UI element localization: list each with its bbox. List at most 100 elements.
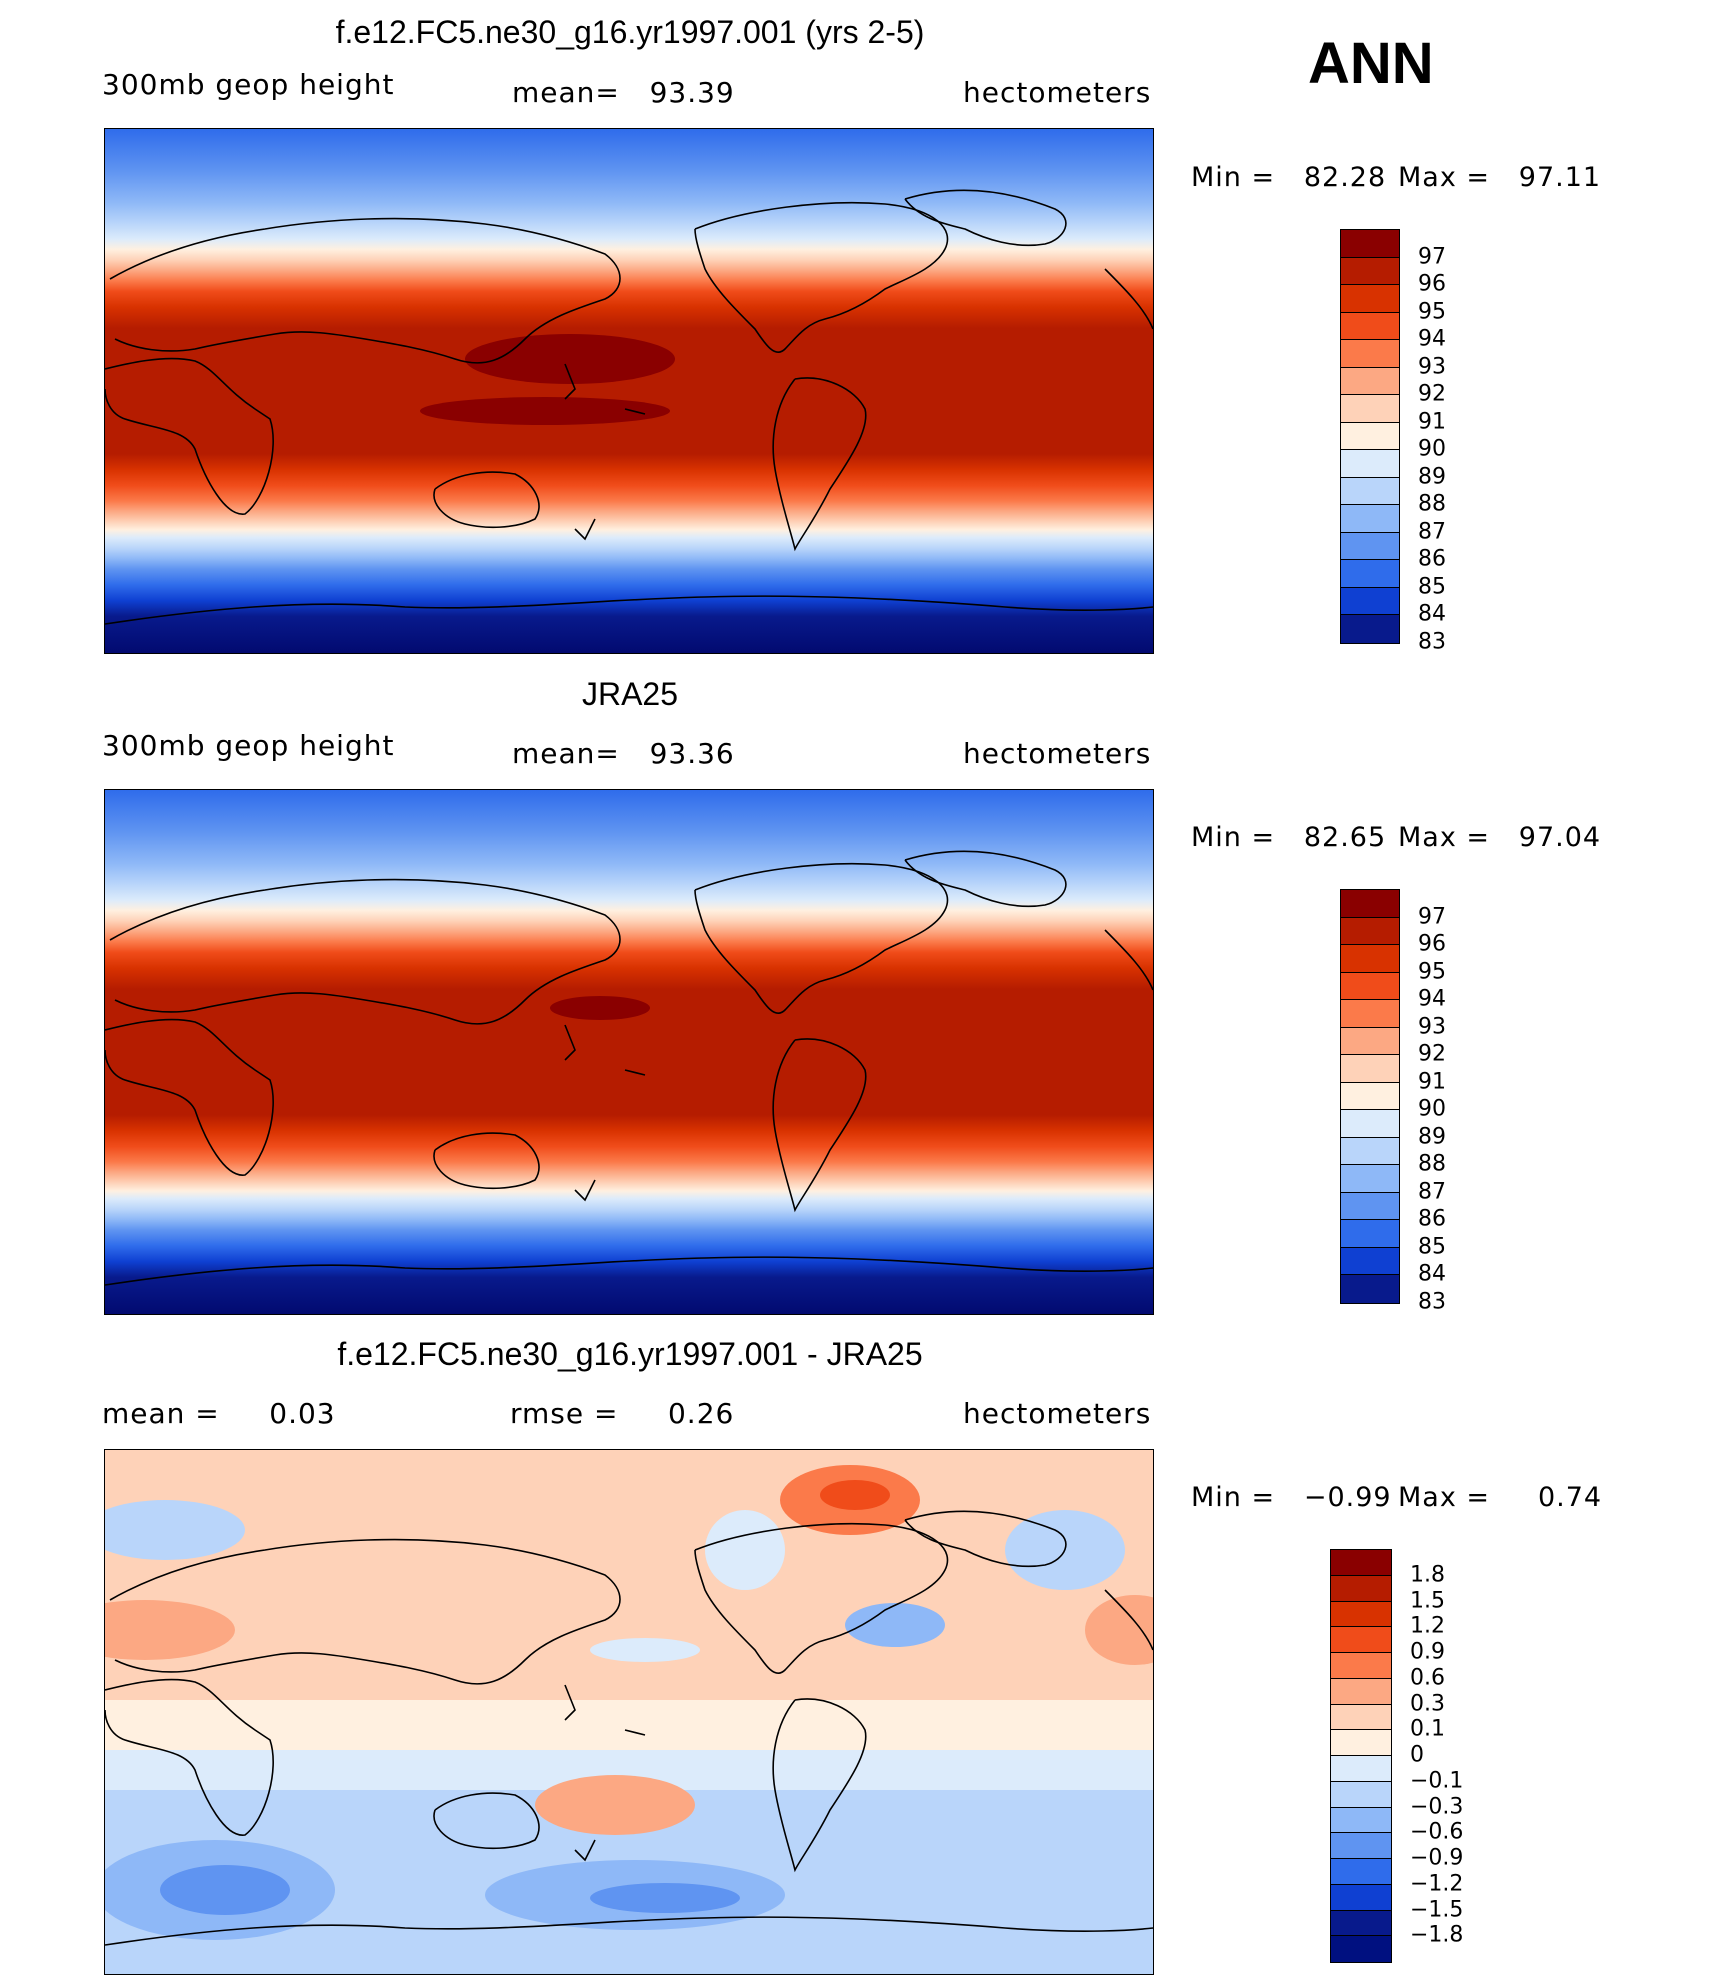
colorbar-cell bbox=[1341, 1110, 1399, 1138]
colorbar-cell bbox=[1331, 1575, 1391, 1602]
colorbar-cell bbox=[1341, 230, 1399, 258]
colorbar-tick-label: 87 bbox=[1418, 519, 1446, 545]
colorbar-cell bbox=[1341, 395, 1399, 423]
colorbar-tick-label: 0.1 bbox=[1410, 1716, 1445, 1742]
colorbar-cell bbox=[1341, 945, 1399, 973]
panel3-colorbar bbox=[1330, 1549, 1392, 1963]
panel1-map-svg bbox=[105, 129, 1153, 653]
colorbar-tick-label: −0.1 bbox=[1410, 1768, 1464, 1794]
colorbar-cell bbox=[1341, 1275, 1399, 1303]
colorbar-cell bbox=[1341, 505, 1399, 533]
panel1-left-label: 300mb geop height bbox=[102, 68, 395, 101]
colorbar-cell bbox=[1341, 1082, 1399, 1111]
colorbar-cell bbox=[1331, 1730, 1391, 1756]
panel3-units-label: hectometers bbox=[963, 1397, 1152, 1430]
colorbar-cell bbox=[1331, 1781, 1391, 1808]
colorbar-tick-label: 92 bbox=[1418, 1041, 1446, 1067]
panel3-max-label: Max = 0.74 bbox=[1398, 1482, 1603, 1513]
colorbar-cell bbox=[1341, 1192, 1399, 1221]
colorbar-tick-label: 84 bbox=[1418, 1261, 1446, 1287]
colorbar-tick-label: 91 bbox=[1418, 1069, 1446, 1095]
panel2-units-label: hectometers bbox=[963, 737, 1152, 770]
colorbar-tick-label: 86 bbox=[1418, 546, 1446, 572]
panel2-left-label: 300mb geop height bbox=[102, 729, 395, 762]
colorbar-cell bbox=[1341, 917, 1399, 946]
colorbar-tick-label: −1.5 bbox=[1410, 1897, 1464, 1922]
panel1-max-label: Max = 97.11 bbox=[1398, 162, 1602, 193]
colorbar-tick-label: 97 bbox=[1418, 904, 1446, 930]
colorbar-cell bbox=[1331, 1910, 1391, 1937]
colorbar-tick-label: 1.5 bbox=[1410, 1588, 1445, 1613]
colorbar-cell bbox=[1341, 1000, 1399, 1028]
colorbar-tick-label: 95 bbox=[1418, 299, 1446, 325]
colorbar-cell bbox=[1341, 367, 1399, 396]
colorbar-cell bbox=[1331, 1653, 1391, 1679]
colorbar-tick-label: 97 bbox=[1418, 244, 1446, 270]
colorbar-tick-label: 1.8 bbox=[1410, 1562, 1445, 1588]
panel3-map bbox=[104, 1449, 1154, 1975]
colorbar-cell bbox=[1331, 1859, 1391, 1885]
colorbar-tick-label: −0.6 bbox=[1410, 1819, 1464, 1845]
colorbar-cell bbox=[1341, 1055, 1399, 1083]
colorbar-cell bbox=[1331, 1678, 1391, 1705]
colorbar-cell bbox=[1341, 257, 1399, 286]
colorbar-cell bbox=[1331, 1704, 1391, 1731]
colorbar-cell bbox=[1331, 1884, 1391, 1911]
colorbar-cell bbox=[1331, 1833, 1391, 1859]
panel2-colorbar bbox=[1340, 889, 1400, 1304]
colorbar-tick-label: 95 bbox=[1418, 959, 1446, 985]
colorbar-cell bbox=[1341, 450, 1399, 478]
colorbar-cell bbox=[1341, 532, 1399, 561]
colorbar-tick-label: 83 bbox=[1418, 629, 1446, 655]
colorbar-tick-label: 85 bbox=[1418, 1234, 1446, 1260]
colorbar-tick-label: 94 bbox=[1418, 326, 1446, 352]
panel2-map bbox=[104, 789, 1154, 1315]
colorbar-tick-label: 0.9 bbox=[1410, 1639, 1445, 1665]
colorbar-tick-label: 0 bbox=[1410, 1742, 1424, 1768]
panel1-mean-label: mean= 93.39 bbox=[512, 76, 735, 109]
panel3-min-label: Min = −0.99 bbox=[1191, 1482, 1392, 1513]
colorbar-tick-label: 84 bbox=[1418, 601, 1446, 627]
panel1-min-label: Min = 82.28 bbox=[1191, 162, 1387, 193]
colorbar-tick-label: −1.2 bbox=[1410, 1871, 1464, 1897]
colorbar-tick-label: 1.2 bbox=[1410, 1613, 1445, 1639]
colorbar-tick-label: −0.3 bbox=[1410, 1794, 1464, 1819]
panel3-rmse-label: rmse = 0.26 bbox=[510, 1397, 735, 1430]
colorbar-cell bbox=[1341, 422, 1399, 451]
colorbar-tick-label: 85 bbox=[1418, 574, 1446, 600]
colorbar-cell bbox=[1341, 285, 1399, 313]
colorbar-cell bbox=[1341, 615, 1399, 643]
colorbar-tick-label: 83 bbox=[1418, 1289, 1446, 1315]
panel1-colorbar-labels: 97 96 95 94 93 92 91 90 89 88 87 86 85 84 83 bbox=[1418, 229, 1498, 654]
panel1-title: f.e12.FC5.ne30_g16.yr1997.001 (yrs 2-5) bbox=[335, 14, 925, 50]
panel2-max-label: Max = 97.04 bbox=[1398, 822, 1602, 853]
panel2-map-svg bbox=[105, 790, 1153, 1314]
colorbar-cell bbox=[1331, 1627, 1391, 1653]
colorbar-tick-label: 0.6 bbox=[1410, 1665, 1445, 1691]
colorbar-tick-label: 90 bbox=[1418, 436, 1446, 462]
panel2-min-label: Min = 82.65 bbox=[1191, 822, 1387, 853]
colorbar-cell bbox=[1341, 587, 1399, 616]
colorbar-cell bbox=[1341, 972, 1399, 1001]
colorbar-tick-label: 88 bbox=[1418, 1151, 1446, 1177]
colorbar-tick-label: 87 bbox=[1418, 1179, 1446, 1205]
colorbar-tick-label: 89 bbox=[1418, 1124, 1446, 1150]
panel1-colorbar bbox=[1340, 229, 1400, 644]
panel3-map-svg bbox=[105, 1450, 1153, 1974]
colorbar-cell bbox=[1341, 1247, 1399, 1276]
colorbar-tick-label: 93 bbox=[1418, 354, 1446, 380]
colorbar-tick-label: 88 bbox=[1418, 491, 1446, 517]
colorbar-tick-label: 93 bbox=[1418, 1014, 1446, 1040]
season-label: ANN bbox=[1308, 31, 1434, 96]
panel2-mean-label: mean= 93.36 bbox=[512, 737, 735, 770]
colorbar-cell bbox=[1341, 1165, 1399, 1193]
colorbar-tick-label: 0.3 bbox=[1410, 1691, 1445, 1716]
colorbar-cell bbox=[1331, 1936, 1391, 1962]
panel1-units-label: hectometers bbox=[963, 76, 1152, 109]
colorbar-cell bbox=[1331, 1756, 1391, 1782]
colorbar-cell bbox=[1341, 1027, 1399, 1056]
colorbar-tick-label: 92 bbox=[1418, 381, 1446, 407]
panel2-colorbar-labels: 97 96 95 94 93 92 91 90 89 88 87 86 85 84 83 bbox=[1418, 889, 1498, 1314]
colorbar-tick-label: 86 bbox=[1418, 1206, 1446, 1232]
colorbar-cell bbox=[1341, 560, 1399, 588]
